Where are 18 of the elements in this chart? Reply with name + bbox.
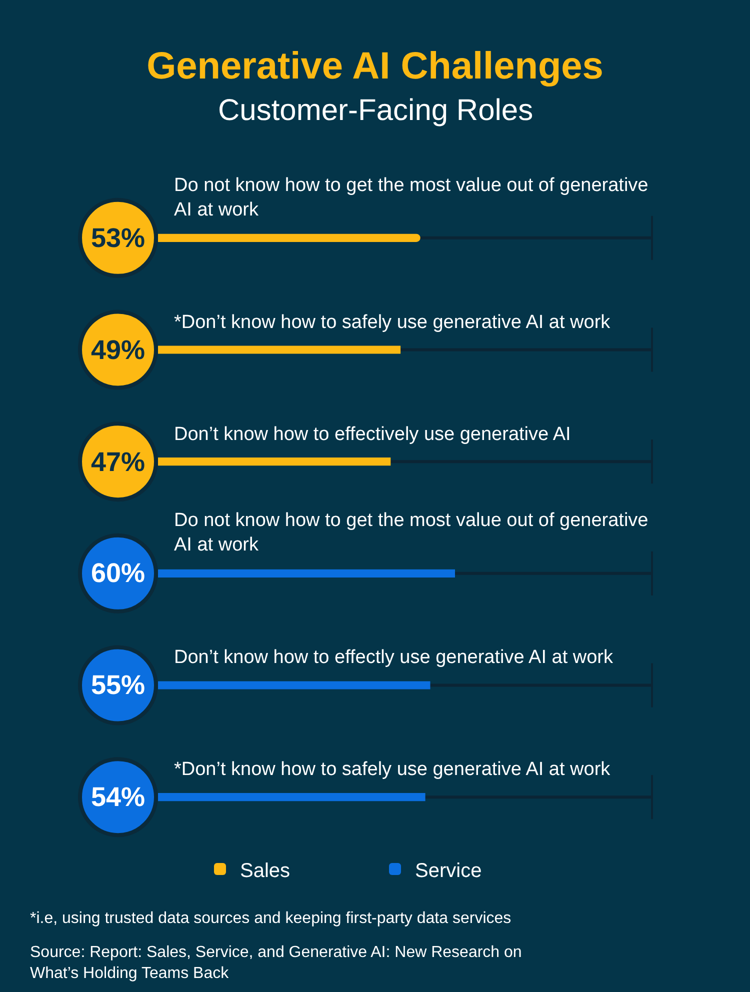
data-label: 49% [91, 335, 146, 365]
y-tick-label: *Don’t know how to safely use generative AI at work [174, 312, 611, 333]
y-tick-label: Do not know how to get the most value out of generative AI at work [174, 510, 648, 556]
data-label: 53% [91, 223, 146, 253]
data-label: 54% [91, 782, 146, 812]
legend-label: Sales [240, 860, 290, 882]
y-tick-label: *Don’t know how to safely use generative AI at work [174, 759, 611, 780]
data-label: 47% [91, 447, 146, 477]
source-note: Source: Report: Sales, Service, and Generative AI: New Research on What’s Holding Teams Back [30, 944, 522, 982]
y-tick-label: Do not know how to get the most value out of generative AI at work [174, 175, 648, 221]
legend-label: Service [415, 860, 482, 882]
text: *i.e, using trusted data sources and keeping first-party data services [30, 910, 512, 927]
y-tick-label: Don’t know how to effectively use generative AI [174, 424, 571, 445]
chart-subtitle: Customer-Facing Roles [218, 94, 534, 127]
y-tick-label: Don’t know how to effectly use generative AI at work [174, 647, 614, 668]
data-label: 55% [91, 670, 146, 700]
data-label: 60% [91, 558, 146, 588]
chart-title: Generative AI Challenges [146, 45, 604, 88]
